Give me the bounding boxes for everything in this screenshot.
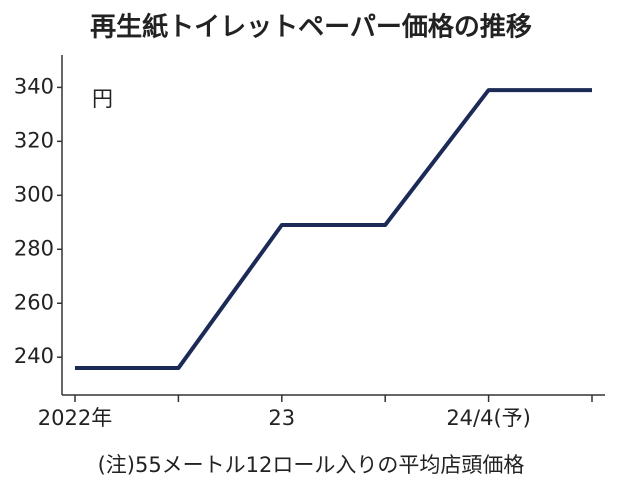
unit-label: 円 [92, 87, 113, 111]
y-tick-label: 240 [14, 344, 54, 368]
x-tick-label: 2022年 [38, 406, 112, 430]
chart-title: 再生紙トイレットペーパー価格の推移 [90, 12, 532, 43]
footnote: (注)55メートル12ロール入りの平均店頭価格 [98, 453, 525, 477]
y-tick-label: 280 [14, 236, 54, 260]
y-tick-label: 300 [14, 182, 54, 206]
x-tick-label: 23 [268, 406, 295, 430]
y-tick-label: 340 [14, 74, 54, 98]
line [75, 88, 592, 371]
y-tick-label: 320 [14, 128, 54, 152]
x-tick-label: 24/4(予) [446, 406, 531, 430]
y-tick-label: 260 [14, 290, 54, 314]
